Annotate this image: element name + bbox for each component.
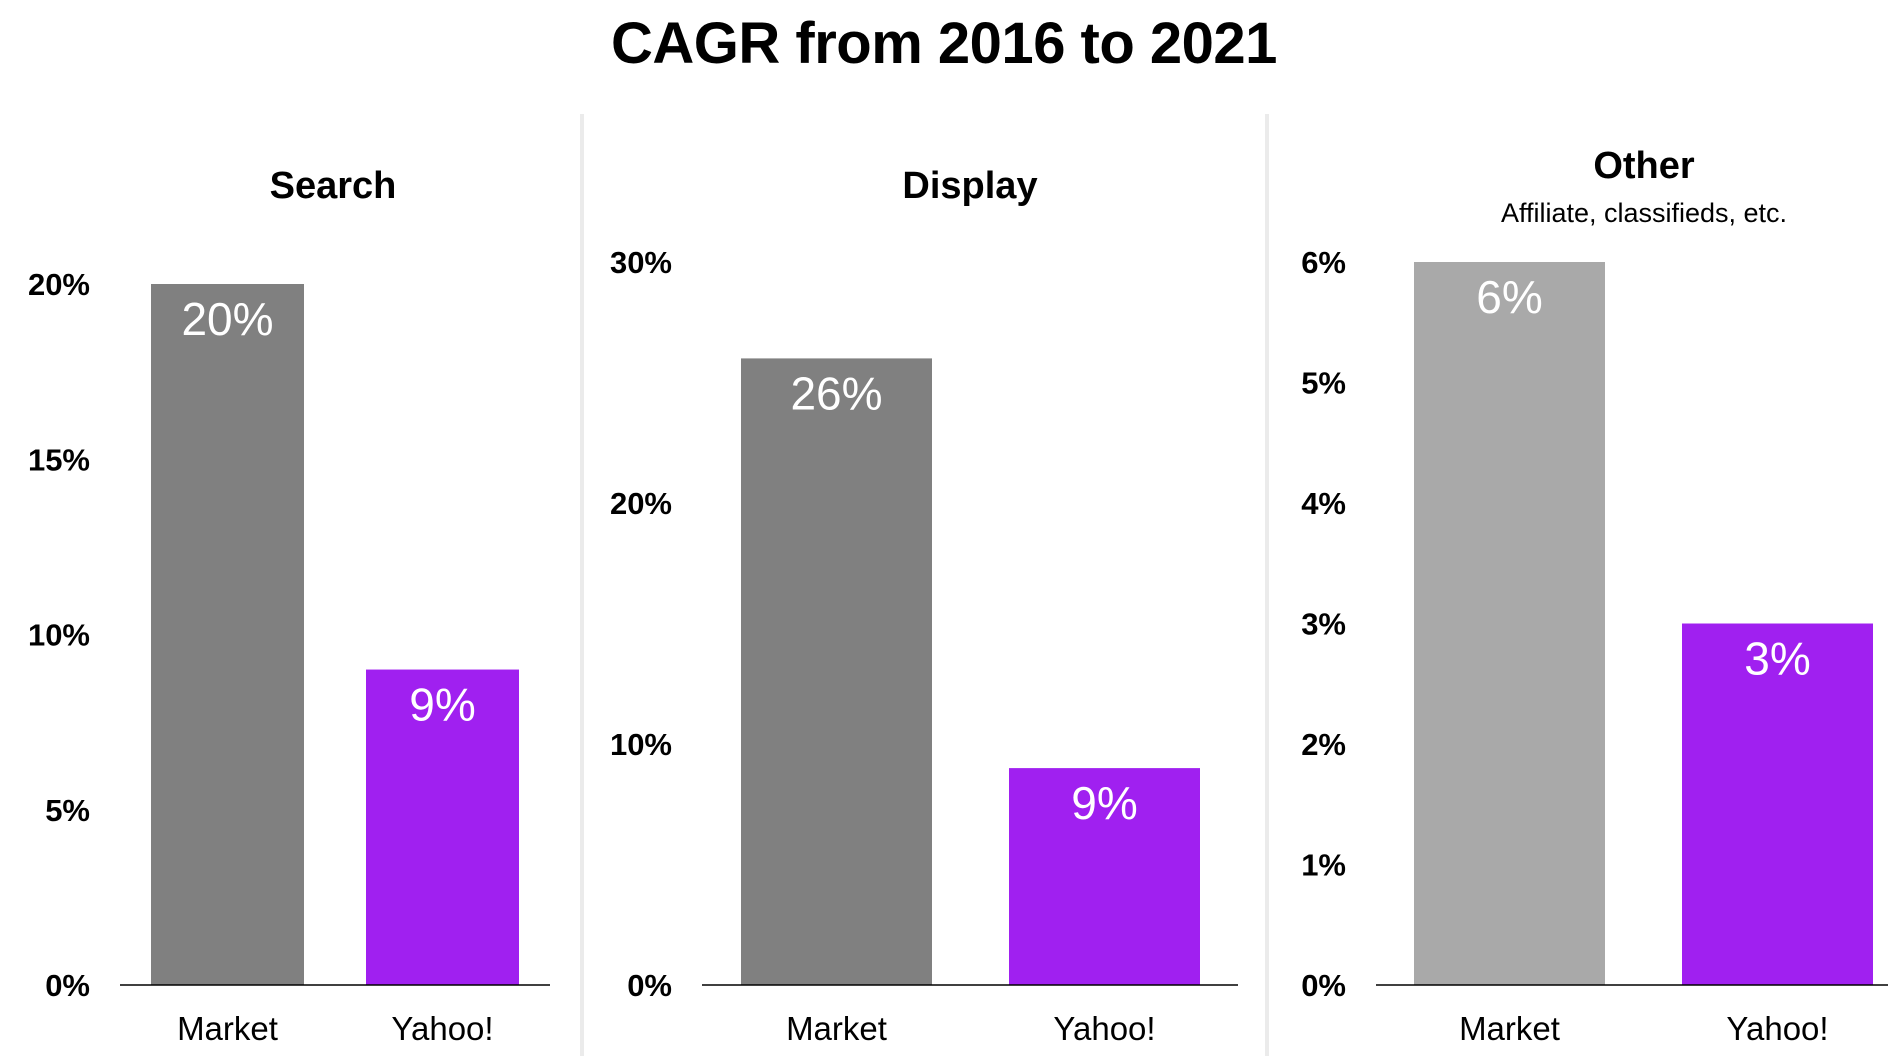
- data-label: 6%: [1476, 271, 1542, 323]
- y-tick-label: 0%: [45, 968, 90, 1003]
- y-tick-label: 0%: [627, 968, 672, 1003]
- x-tick-label: Yahoo!: [1053, 1010, 1155, 1047]
- panel-subtitle: Affiliate, classifieds, etc.: [1501, 198, 1787, 228]
- y-tick-label: 5%: [1301, 366, 1346, 401]
- panel-title: Other: [1593, 145, 1695, 187]
- chart-main-title: CAGR from 2016 to 2021: [611, 11, 1277, 76]
- y-tick-label: 15%: [28, 442, 90, 477]
- bar-market: [741, 358, 932, 985]
- bar-yahoo: [1682, 623, 1873, 985]
- y-tick-label: 6%: [1301, 245, 1346, 280]
- data-label: 9%: [1071, 777, 1137, 829]
- x-tick-label: Yahoo!: [391, 1010, 493, 1047]
- bar-yahoo: [1009, 768, 1200, 985]
- y-tick-label: 5%: [45, 793, 90, 828]
- y-tick-label: 3%: [1301, 607, 1346, 642]
- y-tick-label: 20%: [610, 486, 672, 521]
- data-label: 3%: [1744, 633, 1810, 685]
- bar-yahoo: [366, 669, 519, 985]
- x-tick-label: Market: [786, 1010, 887, 1047]
- y-tick-label: 4%: [1301, 486, 1346, 521]
- x-tick-label: Market: [177, 1010, 278, 1047]
- panel-title: Search: [270, 165, 397, 207]
- data-label: 20%: [181, 293, 273, 345]
- y-tick-label: 20%: [28, 267, 90, 302]
- y-tick-label: 10%: [28, 618, 90, 653]
- data-label: 26%: [790, 367, 882, 419]
- y-tick-label: 10%: [610, 727, 672, 762]
- y-tick-label: 30%: [610, 245, 672, 280]
- panel-title: Display: [902, 165, 1037, 207]
- y-tick-label: 1%: [1301, 848, 1346, 883]
- panel-separator: [580, 114, 584, 1056]
- y-tick-label: 0%: [1301, 968, 1346, 1003]
- x-tick-label: Market: [1459, 1010, 1560, 1047]
- data-label: 9%: [409, 679, 475, 731]
- panel-separator: [1265, 114, 1269, 1056]
- bar-market: [151, 284, 304, 985]
- bar-market: [1414, 262, 1605, 985]
- x-tick-label: Yahoo!: [1726, 1010, 1828, 1047]
- y-tick-label: 2%: [1301, 727, 1346, 762]
